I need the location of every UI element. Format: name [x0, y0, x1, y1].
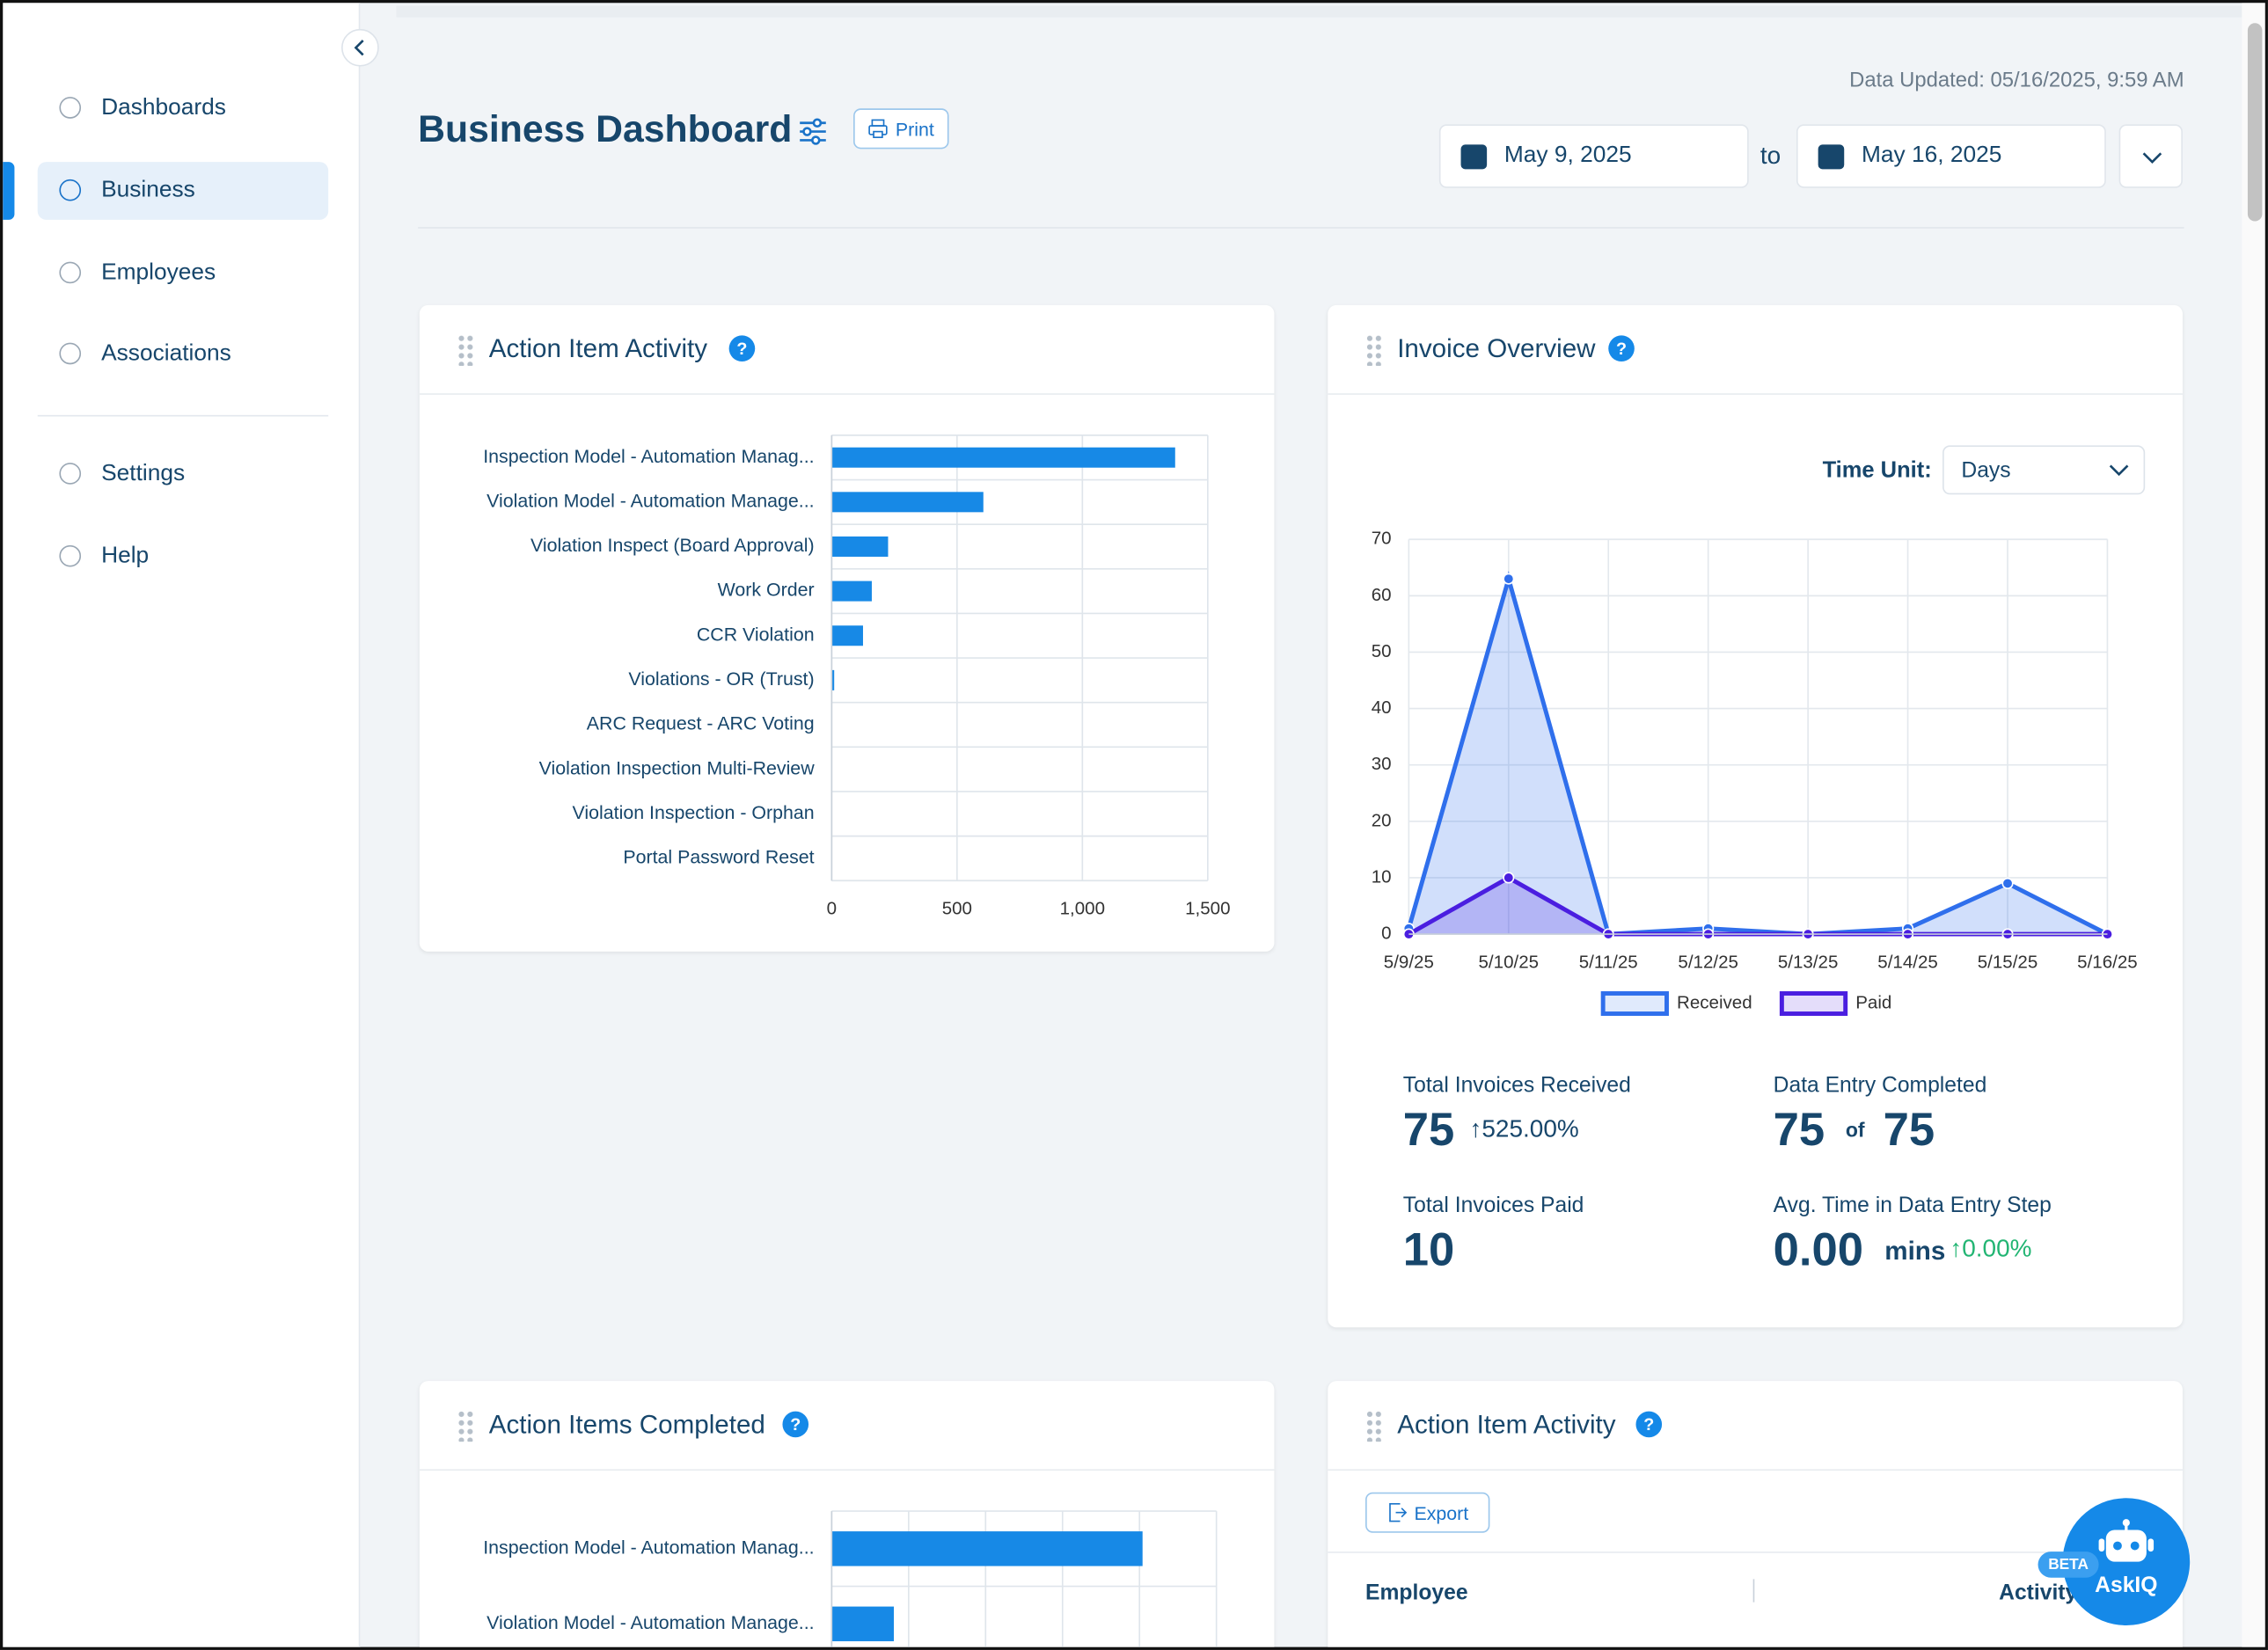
- page-title: Business Dashboard: [418, 106, 793, 150]
- print-button[interactable]: Print: [853, 108, 949, 150]
- export-button[interactable]: Export: [1365, 1492, 1490, 1533]
- askiq-label: AskIQ: [2095, 1573, 2158, 1598]
- column-separator: [1752, 1579, 1755, 1603]
- stat-value: 10: [1402, 1223, 1455, 1276]
- date-to-text: May 16, 2025: [1861, 142, 2002, 168]
- invoice-overview-card: Invoice Overview ? Time Unit: Days Total…: [1328, 304, 2183, 1328]
- column-header[interactable]: Employee: [1365, 1581, 1468, 1605]
- stat-value: 75: [1402, 1103, 1455, 1156]
- drag-handle[interactable]: [457, 1409, 475, 1442]
- column-header[interactable]: Activity: [1999, 1581, 2078, 1605]
- top-strip: [396, 5, 2242, 18]
- header-divider: [418, 227, 2184, 229]
- date-to[interactable]: May 16, 2025: [1796, 124, 2106, 188]
- nav-label: Help: [101, 544, 150, 569]
- stat-change-text: 0.00%: [1962, 1235, 2032, 1263]
- collapse-button[interactable]: [341, 28, 379, 67]
- help-icon[interactable]: ?: [1635, 1411, 1663, 1438]
- card-header: Action Item Activity ?: [419, 305, 1275, 395]
- date-from[interactable]: May 9, 2025: [1438, 124, 1749, 188]
- nav-label: Employees: [101, 259, 216, 285]
- drag-handle[interactable]: [1365, 1409, 1383, 1442]
- time-unit-label: Time Unit:: [1822, 458, 1932, 484]
- filter-icon[interactable]: [799, 117, 828, 146]
- nav-item[interactable]: Help: [38, 528, 328, 586]
- card-title: Action Item Activity: [1397, 1409, 1616, 1439]
- help-icon[interactable]: ?: [782, 1411, 809, 1438]
- active-indicator: [3, 162, 15, 220]
- card-title: Action Item Activity: [488, 333, 708, 363]
- nav-item[interactable]: Settings: [38, 445, 328, 503]
- stat-of: of: [1845, 1117, 1865, 1142]
- drag-handle[interactable]: [1365, 333, 1383, 366]
- stat-label: Avg. Time in Data Entry Step: [1773, 1193, 2052, 1218]
- stat-value: 75: [1773, 1103, 1825, 1156]
- stat-change: ↑525.00%: [1469, 1114, 1579, 1143]
- card-header: Action Item Activity ?: [1328, 1381, 2183, 1471]
- action-item-table-card: Action Item Activity ? Export Employee A…: [1328, 1381, 2183, 1647]
- stat-unit: mins: [1884, 1236, 1946, 1266]
- time-unit-value: Days: [1961, 458, 2011, 484]
- help-icon[interactable]: ?: [1608, 335, 1635, 362]
- action-item-activity-card: Action Item Activity ?: [419, 304, 1275, 952]
- nav-item[interactable]: Associations: [38, 325, 328, 383]
- date-separator: to: [1760, 142, 1781, 170]
- sidebar: Dashboards Business Employees Associatio…: [3, 3, 379, 1647]
- stat-value: 75: [1883, 1103, 1935, 1156]
- drag-handle[interactable]: [457, 333, 475, 366]
- nav-item[interactable]: Business: [37, 162, 329, 220]
- askiq-button[interactable]: AskIQ: [2062, 1498, 2191, 1625]
- card-title: Action Items Completed: [488, 1409, 765, 1439]
- card-header: Invoice Overview ?: [1328, 305, 2183, 395]
- beta-badge: BETA: [2038, 1551, 2099, 1578]
- stat-change: ↑0.00%: [1950, 1235, 2032, 1263]
- divider: [37, 414, 329, 417]
- stat-label: Data Entry Completed: [1773, 1072, 1987, 1098]
- stat-label: Total Invoices Paid: [1402, 1193, 1584, 1218]
- scrollbar-thumb[interactable]: [2247, 23, 2263, 222]
- nav-label: Associations: [101, 341, 231, 366]
- card-title: Invoice Overview: [1397, 333, 1596, 363]
- stat-change-text: 525.00%: [1482, 1114, 1579, 1143]
- card-header: Action Items Completed ?: [419, 1381, 1275, 1471]
- data-updated: Data Updated: 05/16/2025, 9:59 AM: [1849, 69, 2184, 93]
- action-items-completed-card: Action Items Completed ?: [419, 1381, 1275, 1647]
- stat-label: Total Invoices Received: [1402, 1072, 1631, 1098]
- time-unit-select[interactable]: Days: [1942, 445, 2146, 495]
- table-divider: [1328, 1551, 2183, 1553]
- help-icon[interactable]: ?: [728, 335, 756, 362]
- range-dropdown[interactable]: [2118, 124, 2183, 188]
- nav-item[interactable]: Dashboards: [38, 79, 328, 137]
- nav-label: Business: [101, 178, 195, 203]
- print-label: Print: [895, 117, 934, 140]
- scrollbar-track: [2242, 3, 2265, 1647]
- stat-value: 0.00: [1773, 1223, 1864, 1276]
- nav-item[interactable]: Employees: [38, 245, 328, 303]
- date-from-text: May 9, 2025: [1503, 142, 1632, 168]
- nav-label: Settings: [101, 461, 186, 486]
- nav-label: Dashboards: [101, 95, 226, 120]
- export-label: Export: [1414, 1501, 1469, 1524]
